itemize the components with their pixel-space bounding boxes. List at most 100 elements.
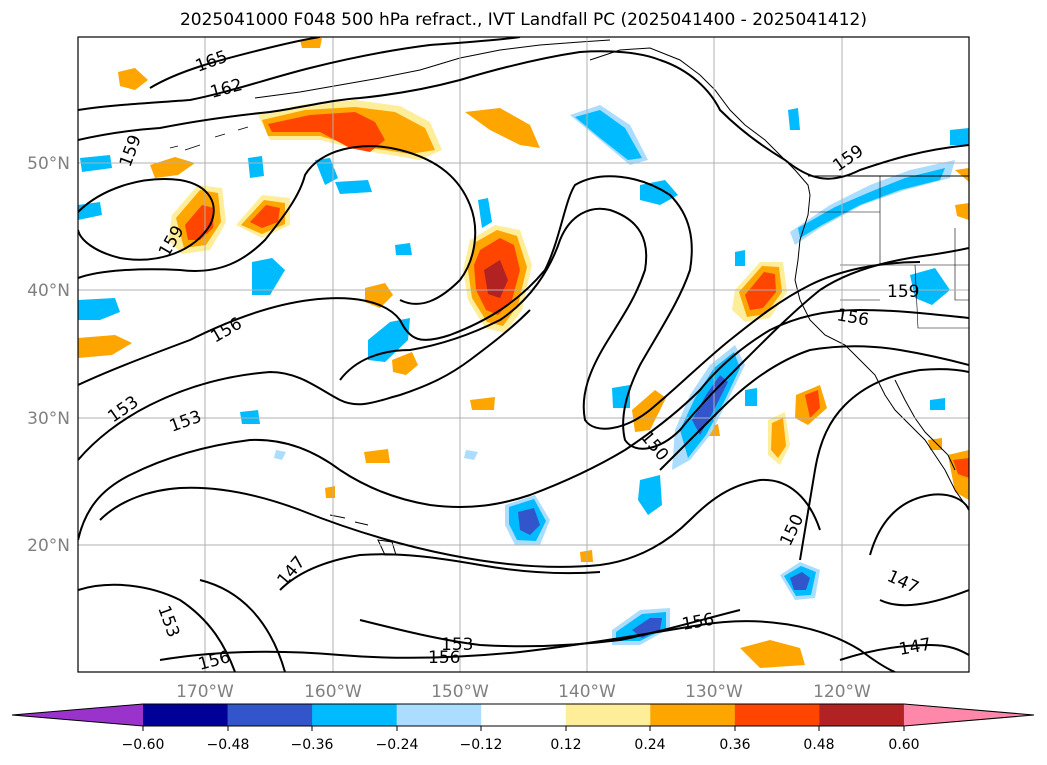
contour-147-east (869, 493, 969, 607)
contour-label: 147 (884, 566, 922, 598)
contour-159-loop (78, 178, 215, 261)
state-borders (810, 176, 969, 329)
lon-label: 130°W (685, 682, 743, 702)
shade-neg-central (478, 198, 492, 228)
lon-label: 160°W (304, 682, 362, 702)
shade-small (928, 438, 942, 450)
contour-label: 153 (167, 407, 204, 437)
colorbar-labels: −0.60 −0.48 −0.36 −0.24 −0.12 0.12 0.24 … (122, 737, 920, 753)
contour-label: 147 (274, 552, 310, 590)
shade-neg-central (910, 268, 950, 305)
shade-neg-central (638, 475, 662, 515)
colorbar-label: 0.36 (719, 737, 750, 753)
contour-147 (99, 478, 821, 568)
pacific-northwest-coast (794, 194, 969, 511)
colorbar-label: −0.60 (122, 737, 165, 753)
shade-neg-central (368, 318, 410, 362)
contour-label: 156 (835, 305, 870, 330)
graticule (78, 37, 969, 672)
lat-label: 30°N (27, 409, 70, 429)
colorbar-extend-high (903, 704, 1034, 726)
contour-label: 156 (680, 610, 715, 635)
hawaii (329, 514, 397, 556)
contour-156-west (78, 145, 477, 305)
colorbar-cell (227, 704, 313, 726)
shade-neg-central (248, 156, 264, 178)
contour-153-se (359, 609, 741, 648)
shade-small (955, 203, 969, 220)
contour-label: 159 (116, 132, 146, 169)
shade-small (392, 352, 418, 375)
colorbar-label: 0.12 (550, 737, 581, 753)
coastlines (169, 39, 969, 556)
contour-156-south (159, 620, 896, 672)
shade-neg-coastal (798, 168, 945, 238)
contour-150-south (799, 368, 969, 561)
shade-neg-central (950, 128, 969, 145)
lon-label: 170°W (176, 682, 234, 702)
colorbar-label: 0.24 (634, 737, 665, 753)
colorbar-cells (11, 703, 1035, 727)
colorbar: −0.60 −0.48 −0.36 −0.24 −0.12 0.12 0.24 … (11, 703, 1035, 753)
shade-neg-central (640, 180, 678, 205)
colorbar-label: 0.60 (888, 737, 919, 753)
shade-small (470, 397, 495, 410)
colorbar-label: 0.48 (803, 737, 834, 753)
shade-neg-central (575, 110, 642, 160)
shade-west-coast (745, 272, 776, 310)
contour-153-west (78, 309, 531, 461)
colorbar-cell (312, 704, 398, 726)
lat-axis: 50°N 40°N 30°N 20°N (27, 154, 70, 556)
shade-small (771, 418, 786, 458)
shade-neg-central (274, 450, 286, 460)
contour-label: 159 (829, 141, 867, 176)
alaska-coast (254, 39, 811, 196)
aleutians (169, 126, 249, 151)
contour-147-se (839, 643, 969, 661)
contour-label: 153 (153, 603, 183, 640)
contour-156-inner (339, 207, 921, 430)
lon-axis: 170°W 160°W 150°W 140°W 130°W 120°W (176, 682, 871, 702)
shade-neg-central (518, 508, 540, 535)
contour-159-north (78, 50, 969, 180)
colorbar-cell (734, 704, 820, 726)
lon-label: 150°W (431, 682, 489, 702)
shade-gulf-of-alaska (268, 112, 385, 152)
shade-small (805, 390, 820, 418)
shade-small (150, 157, 195, 178)
negative-shading (78, 105, 969, 645)
contour-156-main (78, 175, 969, 450)
shade-small (465, 108, 540, 148)
baja-coast (894, 379, 956, 471)
lat-label: 20°N (27, 536, 70, 556)
colorbar-label: −0.12 (460, 737, 503, 753)
shade-neg-central (252, 258, 285, 295)
colorbar-ticks (142, 726, 905, 731)
lon-label: 140°W (558, 682, 616, 702)
colorbar-cell (396, 704, 482, 726)
colorbar-cell (481, 704, 567, 726)
shade-northwest (250, 205, 280, 228)
contour-label: 153 (441, 635, 473, 655)
shade-neg-central (735, 250, 745, 266)
colorbar-cell (565, 704, 651, 726)
shade-neg-central (315, 158, 338, 185)
shade-neg-central (78, 298, 120, 320)
contour-label: 150 (636, 427, 672, 465)
contour-label: 159 (887, 282, 919, 302)
contour-label: 153 (104, 392, 142, 427)
shade-small (955, 168, 969, 182)
shade-small (740, 640, 805, 668)
colorbar-label: −0.24 (376, 737, 419, 753)
shade-neg-central (632, 618, 662, 638)
contour-label: 156 (196, 647, 233, 675)
shade-small (118, 68, 148, 90)
contour-162 (78, 37, 521, 111)
lat-label: 40°N (27, 281, 70, 301)
shade-neg-central (464, 450, 478, 460)
contour-label: 165 (193, 47, 230, 77)
colorbar-extend-low (12, 704, 143, 726)
colorbar-cell (650, 704, 736, 726)
contour-150-east (659, 345, 969, 471)
